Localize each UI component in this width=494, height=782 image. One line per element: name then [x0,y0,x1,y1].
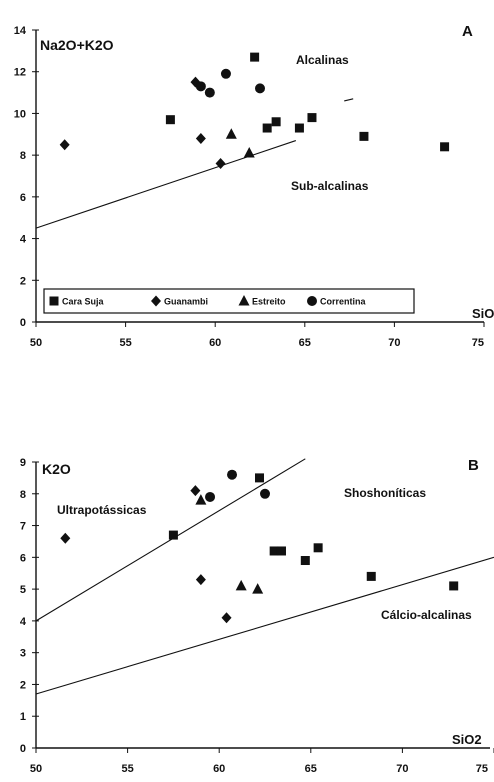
x-tick-label: 70 [396,763,408,775]
data-point-guanambi [60,532,71,544]
data-point-cara-suja [269,546,279,556]
data-point-cara-suja [255,473,265,483]
data-point-cara-suja [276,546,286,556]
data-point-guanambi [195,132,206,144]
panel-letter: A [462,23,473,40]
y-tick-label: 12 [14,67,26,79]
legend-marker-guanambi [151,295,161,307]
y-tick-label: 6 [20,192,26,204]
x-tick-label: 65 [305,763,317,775]
region-label-ultrapotassicas: Ultrapotássicas [57,503,147,517]
field-boundary-line [35,556,494,695]
y-tick-label: 5 [20,584,26,596]
data-point-cara-suja [168,530,178,540]
data-point-cara-suja [366,571,376,581]
data-point-correntina [205,491,216,502]
data-point-guanambi [221,612,232,624]
y-tick-label: 1 [20,711,26,723]
data-point-estreito [243,147,255,158]
data-point-cara-suja [250,52,260,62]
x-tick-label: 75 [476,763,488,775]
legend: Cara Suja Guanambi Estreito Correntina [43,288,415,314]
y-tick-label: 2 [20,679,26,691]
data-point-estreito [225,128,237,139]
field-boundary-line [35,140,297,229]
legend-marker-estreito [238,295,250,306]
field-boundary-line [35,458,306,622]
data-point-cara-suja [440,142,450,152]
data-point-cara-suja [359,131,369,141]
region-label-alcalinas: Alcalinas [296,53,349,67]
legend-label-estreito: Estreito [252,297,286,307]
data-point-guanambi [215,157,226,169]
data-point-cara-suja [449,581,459,591]
data-point-estreito [195,494,207,505]
data-point-correntina [260,488,270,499]
legend-box [43,288,415,314]
y-tick-label: 8 [20,489,26,501]
data-point-guanambi [190,485,201,497]
x-tick-label: 75 [472,337,484,349]
data-point-guanambi [195,574,206,586]
data-point-cara-suja [262,123,272,133]
x-tick-label: 50 [30,763,42,775]
data-point-correntina [220,68,231,79]
data-point-cara-suja [300,556,310,566]
panel-letter: B [468,457,479,474]
y-axis-label: Na2O+K2O [40,37,114,53]
data-point-correntina [227,469,238,480]
data-point-estreito [252,583,264,594]
x-tick-label: 60 [213,763,225,775]
data-point-cara-suja [313,543,323,553]
data-point-cara-suja [165,115,175,125]
x-tick-label: 50 [30,337,42,349]
region-label-calcio-alcalinas: Cálcio-alcalinas [381,608,472,622]
y-tick-label: 0 [20,317,26,329]
y-axis-label: K2O [42,461,71,477]
y-tick-label: 3 [20,648,26,660]
y-tick-label: 7 [20,521,26,533]
data-point-cara-suja [271,117,281,127]
y-tick-label: 9 [20,457,26,469]
region-label-sub-alcalinas: Sub-alcalinas [291,179,369,193]
legend-label-correntina: Correntina [320,297,367,307]
chart-panel-a: 0 2 4 6 8 10 12 14 50 55 60 65 70 75 Na2O+K2O SiO2 A Alca… [14,23,494,349]
data-point-guanambi [59,139,70,151]
legend-marker-cara-suja [49,296,59,306]
x-axis-label: SiO2 [452,732,482,747]
data-point-correntina [204,87,215,98]
y-tick-label: 8 [20,150,26,162]
y-tick-label: 0 [20,743,26,755]
x-tick-label: 70 [388,337,400,349]
data-point-correntina [195,81,206,92]
data-point-estreito [235,579,247,591]
x-axis-label: SiO2 [472,306,494,321]
y-tick-label: 10 [14,108,26,120]
data-point-cara-suja [294,123,304,133]
y-tick-label: 14 [14,25,27,37]
data-point-correntina [255,83,265,94]
y-tick-label: 2 [20,275,26,287]
data-point-cara-suja [307,113,317,123]
x-tick-label: 55 [119,337,131,349]
x-tick-label: 55 [121,763,133,775]
chart-panel-b: 0 1 2 3 4 5 6 7 8 9 50 55 60 65 70 75 K2O SiO2 B Ultrapotás… [20,457,494,775]
y-tick-label: 6 [20,552,26,564]
legend-marker-correntina [307,296,317,306]
x-tick-label: 65 [299,337,311,349]
x-tick-label: 60 [209,337,221,349]
region-label-shoshoniticas: Shoshoníticas [344,486,426,500]
y-tick-label: 4 [20,616,27,628]
legend-label-guanambi: Guanambi [164,297,208,307]
field-boundary-line [344,98,354,102]
y-tick-label: 4 [20,234,27,246]
legend-label-cara-suja: Cara Suja [62,297,105,307]
